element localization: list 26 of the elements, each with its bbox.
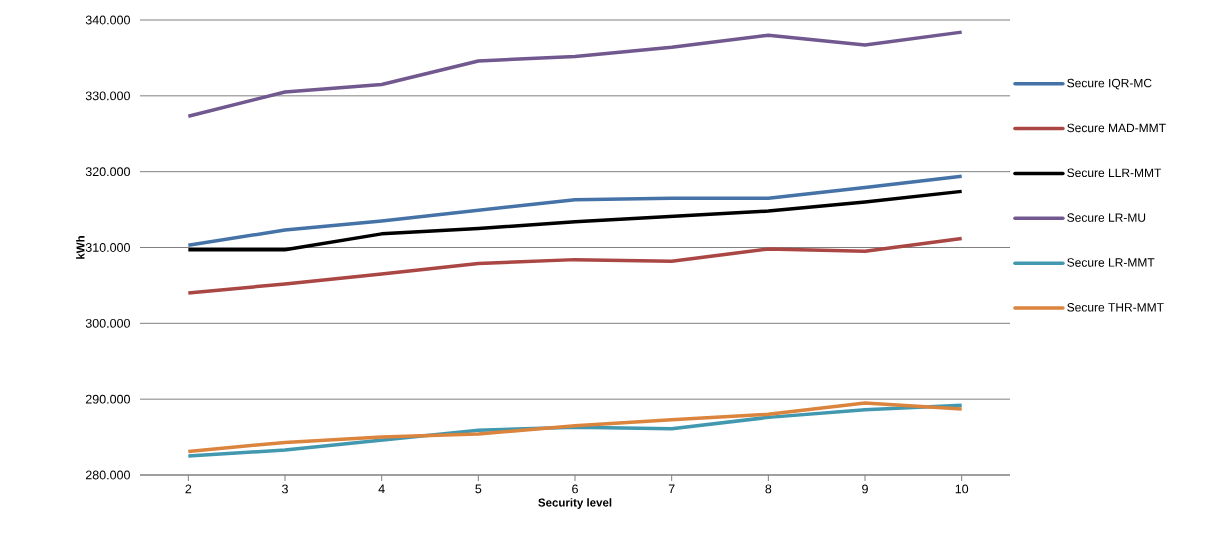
y-axis-title: kWh xyxy=(76,236,85,259)
x-tick-label: 6 xyxy=(572,484,578,494)
x-tick-label: 4 xyxy=(378,484,385,494)
x-tick-label: 5 xyxy=(475,484,482,494)
line-series xyxy=(186,236,964,295)
legend-label: Secure LLR-MMT xyxy=(1067,168,1162,177)
x-tick-label: 8 xyxy=(765,484,772,494)
y-tick-label: 330.000 xyxy=(85,91,130,101)
line-series xyxy=(186,30,964,119)
legend-label: Secure MAD-MMT xyxy=(1067,123,1166,133)
x-tick-label: 9 xyxy=(862,484,868,494)
legend-label: Secure THR-MMT xyxy=(1067,303,1164,312)
y-tick-label: 320.000 xyxy=(85,167,130,177)
legend-label: Secure IQR-MC xyxy=(1067,78,1152,90)
y-tick-label: 300.000 xyxy=(85,318,130,328)
y-tick-label: 310.000 xyxy=(85,243,130,252)
x-axis-title: Security level xyxy=(538,498,612,509)
x-tick-label: 3 xyxy=(282,484,288,494)
x-tick-label: 2 xyxy=(185,484,192,494)
x-tick-label: 10 xyxy=(955,484,969,494)
legend-label: Secure LR-MU xyxy=(1067,213,1146,222)
legend-label: Secure LR-MMT xyxy=(1067,258,1155,267)
x-tick-label: 7 xyxy=(668,484,675,494)
y-tick-label: 340.000 xyxy=(85,15,130,25)
y-tick-label: 290.000 xyxy=(85,394,130,404)
y-tick-label: 280.000 xyxy=(85,470,130,480)
